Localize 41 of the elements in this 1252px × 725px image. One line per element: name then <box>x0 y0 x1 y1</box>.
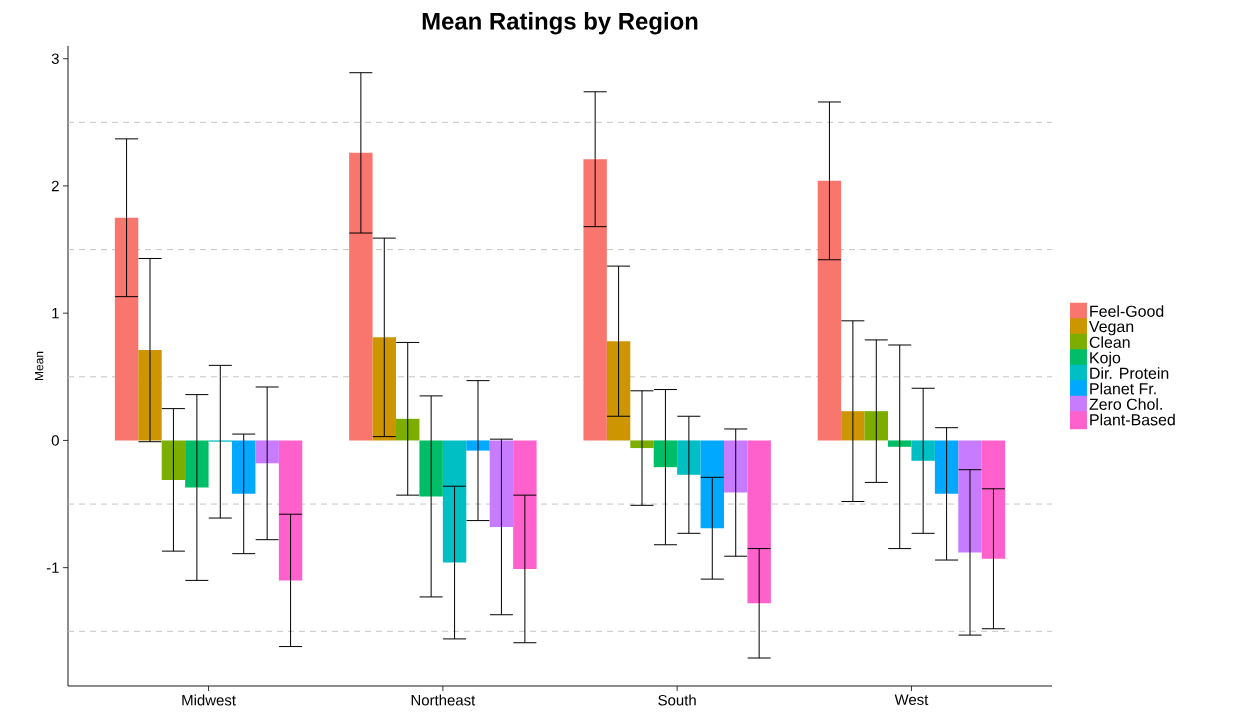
bar <box>841 411 865 441</box>
legend-label: Zero Chol. <box>1089 398 1162 410</box>
bar <box>747 440 771 604</box>
bar <box>349 152 373 441</box>
legend-label: Clean <box>1089 336 1130 348</box>
y-axis-title: Mean <box>35 351 44 380</box>
legend-label: Vegan <box>1089 321 1134 336</box>
x-tick-label: Northeast <box>411 694 476 706</box>
bar <box>864 411 889 441</box>
bar <box>630 440 654 449</box>
bar <box>419 440 443 497</box>
bar <box>255 440 279 464</box>
y-tick-label: -1 <box>46 562 59 573</box>
bar <box>232 440 256 494</box>
bar <box>278 440 303 581</box>
bar <box>161 440 186 480</box>
legend-label: Plant-Based <box>1090 413 1175 426</box>
legend-label: Kojo <box>1090 351 1121 367</box>
y-tick-label: 2 <box>51 180 59 192</box>
chart-title: Mean Ratings by Region <box>422 12 698 35</box>
bar <box>911 440 935 461</box>
bar <box>677 440 701 475</box>
bar <box>114 217 139 441</box>
bar <box>934 440 959 494</box>
bar <box>817 180 842 441</box>
bar <box>466 440 490 451</box>
x-tick-label: South <box>658 694 696 706</box>
bar <box>724 440 748 493</box>
y-tick-label: 3 <box>51 53 59 64</box>
bar <box>396 418 420 441</box>
x-tick-label: Midwest <box>182 694 236 706</box>
bar <box>653 440 678 468</box>
y-tick-label: 1 <box>52 308 59 319</box>
x-tick-label: West <box>894 694 929 705</box>
bar <box>888 440 912 447</box>
legend-label: Dir. Protein <box>1090 367 1169 379</box>
bar <box>185 440 209 488</box>
legend-label: Feel-Good <box>1090 305 1164 317</box>
y-tick-label: 0 <box>51 435 59 446</box>
bar <box>583 159 607 441</box>
legend-label: Planet Fr. <box>1090 382 1156 395</box>
